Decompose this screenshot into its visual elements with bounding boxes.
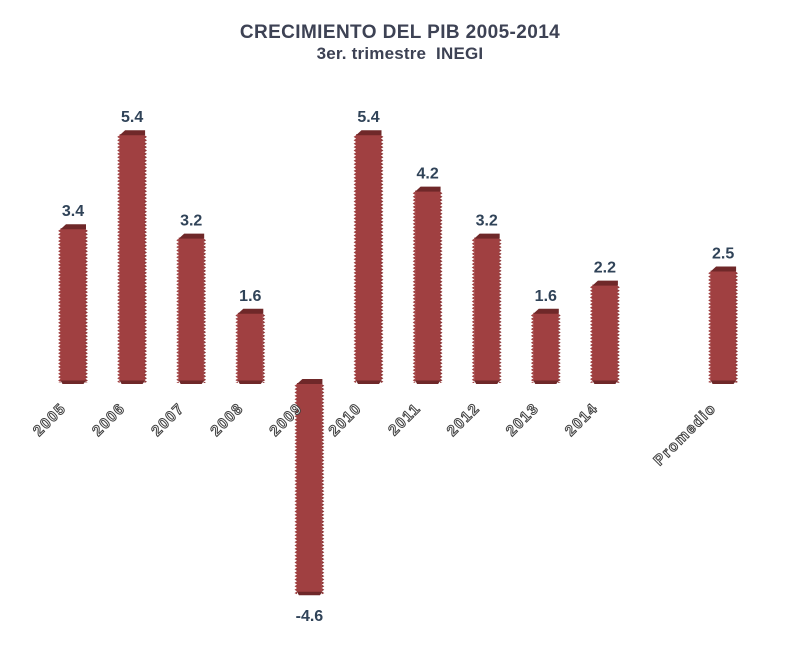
bar-bottom-bevel (415, 380, 441, 384)
bar-top-bevel (710, 266, 737, 272)
chart-subtitle: 3er. trimestre INEGI (316, 44, 484, 63)
bar-left-serration (117, 135, 120, 383)
bar-right-serration (203, 238, 207, 383)
value-label-2013: 1.6 (535, 288, 557, 305)
value-label-2005: 3.4 (62, 203, 84, 220)
bar-face (296, 383, 322, 593)
bar-top-bevel (119, 130, 146, 136)
bar-bottom-bevel (474, 380, 500, 384)
bar-face (60, 228, 86, 381)
bar-bottom-bevel (356, 380, 382, 384)
bar-face (533, 312, 559, 381)
bar-face (710, 270, 736, 381)
bar-group-2006: 5.4 2006 (89, 109, 147, 440)
category-label-2006: 2006 (89, 400, 129, 440)
bar-left-serration (590, 285, 593, 383)
bar-right-serration (499, 238, 502, 383)
bar-bottom-bevel (237, 380, 264, 384)
value-label-2011: 4.2 (416, 166, 438, 183)
bar-group-2012: 3.2 2012 (443, 213, 502, 440)
bar-left-serration (471, 238, 475, 383)
bar-bottom-bevel (533, 380, 559, 384)
bar-group-2014: 2.2 2014 (561, 260, 620, 440)
bar-group-2011: 4.2 2011 (385, 166, 443, 440)
bar-top-bevel (415, 186, 441, 192)
bar-group-2010: 5.4 2010 (325, 109, 384, 440)
category-label-2008: 2008 (207, 400, 247, 440)
bar-top-bevel (592, 280, 618, 286)
bar-top-bevel (296, 379, 323, 384)
bar-face (178, 237, 204, 381)
bar-face (474, 237, 500, 381)
bar-group-Promedio: 2.5 Promedio (650, 246, 738, 470)
bar-left-serration (353, 135, 357, 383)
bar-top-bevel (60, 224, 86, 230)
bar-right-serration (558, 313, 561, 383)
bar-right-serration (440, 191, 443, 383)
category-label-2011: 2011 (385, 400, 424, 439)
bar-right-serration (321, 384, 325, 595)
bar-right-serration (735, 271, 738, 383)
bar-top-bevel (533, 308, 559, 314)
value-label-2007: 3.2 (180, 213, 202, 230)
bar-right-serration (262, 313, 266, 383)
bar-top-bevel (356, 130, 382, 136)
bar-left-serration (294, 384, 297, 595)
bar-group-2008: 1.6 2008 (207, 288, 266, 440)
chart-title: CRECIMIENTO DEL PIB 2005-2014 (239, 22, 561, 43)
category-label-2012: 2012 (444, 400, 484, 440)
bar-right-serration (144, 135, 147, 383)
bar-face (592, 284, 618, 381)
value-label-2014: 2.2 (594, 260, 616, 277)
bar-left-serration (530, 313, 534, 383)
category-label-2005: 2005 (30, 400, 70, 440)
bar-group-2005: 3.4 2005 (29, 203, 88, 440)
bar-right-serration (85, 229, 88, 383)
bar-bottom-bevel (710, 380, 737, 384)
bar-face (415, 190, 441, 381)
bar-face (119, 134, 145, 381)
bar-bottom-bevel (178, 380, 205, 384)
bar-right-serration (617, 285, 620, 383)
category-label-2013: 2013 (503, 400, 543, 440)
category-label-2014: 2014 (562, 400, 602, 440)
category-label-2007: 2007 (148, 400, 188, 440)
value-label-Promedio: 2.5 (712, 246, 734, 263)
bar-group-2013: 1.6 2013 (502, 288, 561, 440)
bar-top-bevel (237, 308, 264, 314)
bar-left-serration (58, 229, 61, 383)
value-label-2009: -4.6 (296, 608, 324, 625)
category-label-Promedio: Promedio (650, 400, 719, 469)
value-label-2010: 5.4 (357, 109, 379, 126)
bar-bottom-bevel (592, 380, 618, 384)
bar-bottom-bevel (296, 591, 323, 596)
bar-left-serration (235, 313, 238, 383)
bar-left-serration (708, 271, 711, 383)
bar-bottom-bevel (60, 380, 86, 384)
bar-right-serration (380, 135, 384, 383)
bar-bottom-bevel (119, 380, 146, 384)
bar-left-serration (412, 191, 416, 383)
bar-top-bevel (178, 233, 205, 239)
value-label-2012: 3.2 (476, 213, 498, 230)
bar-face (356, 134, 381, 381)
bar-left-serration (176, 238, 179, 383)
value-label-2008: 1.6 (239, 288, 261, 305)
bar-group-2007: 3.2 2007 (148, 213, 207, 440)
bar-face (237, 312, 263, 381)
bar-top-bevel (474, 233, 500, 239)
category-label-2010: 2010 (325, 400, 365, 440)
value-label-2006: 5.4 (121, 109, 143, 126)
